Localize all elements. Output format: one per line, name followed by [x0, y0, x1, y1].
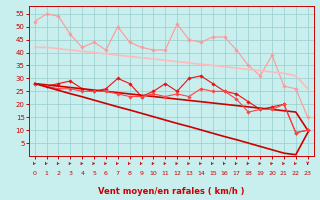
- X-axis label: Vent moyen/en rafales ( km/h ): Vent moyen/en rafales ( km/h ): [98, 187, 244, 196]
